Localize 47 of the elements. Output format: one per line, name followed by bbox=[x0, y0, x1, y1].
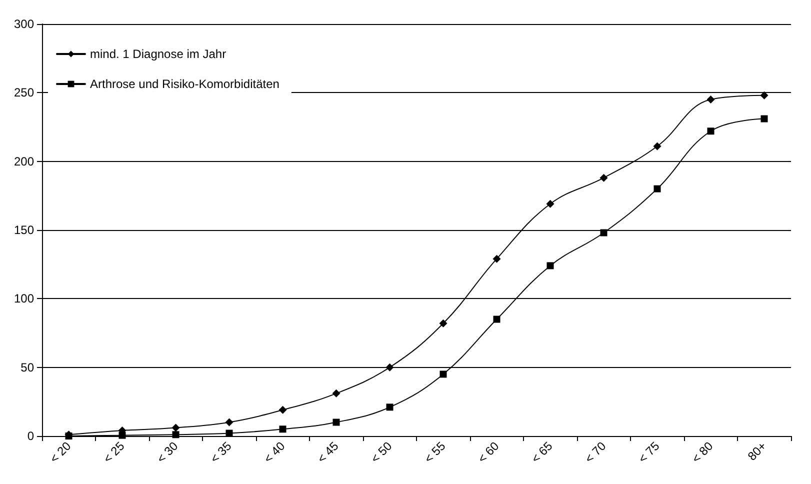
y-tick-label: 100 bbox=[14, 292, 34, 306]
y-tick-label: 150 bbox=[14, 223, 34, 237]
point bbox=[546, 262, 554, 270]
x-tick-label: < 25 bbox=[100, 438, 128, 466]
point bbox=[493, 316, 500, 323]
x-tick-label: 80+ bbox=[744, 439, 770, 464]
point bbox=[225, 418, 234, 426]
point bbox=[600, 229, 608, 236]
x-tick-label: < 45 bbox=[314, 438, 342, 466]
x-tick-label: < 80 bbox=[689, 438, 716, 466]
point bbox=[707, 128, 714, 135]
point bbox=[332, 418, 340, 426]
legend-label: mind. 1 Diagnose im Jahr bbox=[90, 47, 226, 61]
point bbox=[440, 370, 447, 378]
point bbox=[760, 91, 768, 100]
x-tick-label: < 50 bbox=[368, 438, 395, 466]
x-tick-label: < 55 bbox=[422, 438, 448, 466]
point bbox=[279, 426, 286, 433]
y-tick-label: 50 bbox=[20, 360, 34, 374]
point bbox=[172, 431, 180, 438]
point bbox=[653, 142, 662, 150]
x-tick-label: < 75 bbox=[636, 438, 662, 466]
y-tick-label: 200 bbox=[14, 154, 34, 168]
x-tick-label: < 30 bbox=[154, 438, 181, 466]
x-tick-label: < 40 bbox=[261, 438, 288, 466]
point bbox=[600, 174, 608, 182]
point bbox=[654, 185, 661, 192]
y-tick-label: 300 bbox=[14, 17, 34, 31]
point bbox=[332, 389, 340, 398]
point bbox=[386, 363, 394, 372]
x-tick-label: < 60 bbox=[475, 438, 502, 466]
point bbox=[278, 406, 287, 414]
point bbox=[439, 319, 448, 328]
point bbox=[226, 430, 233, 437]
x-tick-label: < 35 bbox=[208, 438, 234, 466]
legend-label: Arthrose und Risiko-Komorbiditäten bbox=[90, 77, 280, 91]
point bbox=[386, 404, 394, 411]
x-tick-label: < 70 bbox=[582, 438, 609, 466]
point bbox=[760, 115, 768, 122]
point bbox=[706, 96, 715, 104]
point bbox=[546, 200, 554, 208]
point bbox=[172, 424, 180, 432]
x-tick-label: < 20 bbox=[47, 438, 74, 466]
x-tick-label: < 65 bbox=[528, 438, 556, 466]
y-tick-label: 250 bbox=[14, 86, 34, 100]
y-tick-label: 0 bbox=[27, 429, 34, 443]
point bbox=[492, 254, 501, 263]
